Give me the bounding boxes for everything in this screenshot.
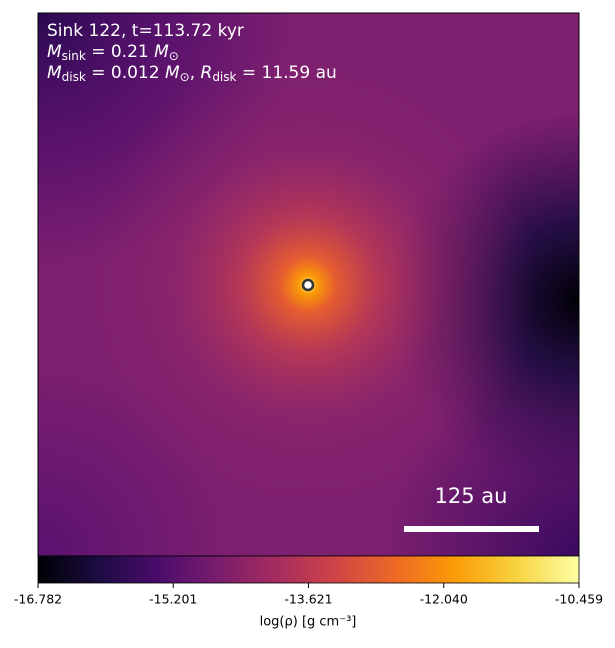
colorbar-tick-label: -13.621 [284,592,332,607]
annotation-segment: M [165,63,180,83]
annotation-segment: M [154,42,169,62]
annotation-line: Msink = 0.21 M⊙ [47,42,179,63]
annotation-segment: = 11.59 au [236,63,336,83]
annotation-segment: = 0.21 [86,42,154,62]
annotation-segment: ⊙ [169,49,179,63]
colorbar-tick-label: -10.459 [555,592,603,607]
colorbar-tick-label: -15.201 [149,592,197,607]
annotation-segment: disk [212,70,236,84]
scale-bar-label: 125 au [435,484,508,508]
colorbar-label: log(ρ) [g cm⁻³] [260,615,357,630]
annotation-segment: disk [62,70,86,84]
annotation-line: Sink 122, t=113.72 kyr [47,21,244,41]
annotation-segment: M [47,63,62,83]
annotation-segment: = 0.012 [86,63,165,83]
annotation-segment: Sink 122, t=113.72 kyr [47,21,244,41]
colorbar-tick-label: -12.040 [420,592,468,607]
annotation-segment: M [47,42,62,62]
colorbar-ticks: -16.782 -15.201 -13.621 -12.040 -10.459 [14,583,603,607]
colorbar-tick-label: -16.782 [14,592,62,607]
annotation-segment: ⊙ [180,70,190,84]
annotation-line: Mdisk = 0.012 M⊙, Rdisk = 11.59 au [47,63,337,84]
colorbar [37,555,580,584]
annotation-segment: sink [62,49,86,63]
annotation-segment: , [190,63,201,83]
annotation-segment: R [201,63,213,83]
sink-marker [301,278,315,292]
